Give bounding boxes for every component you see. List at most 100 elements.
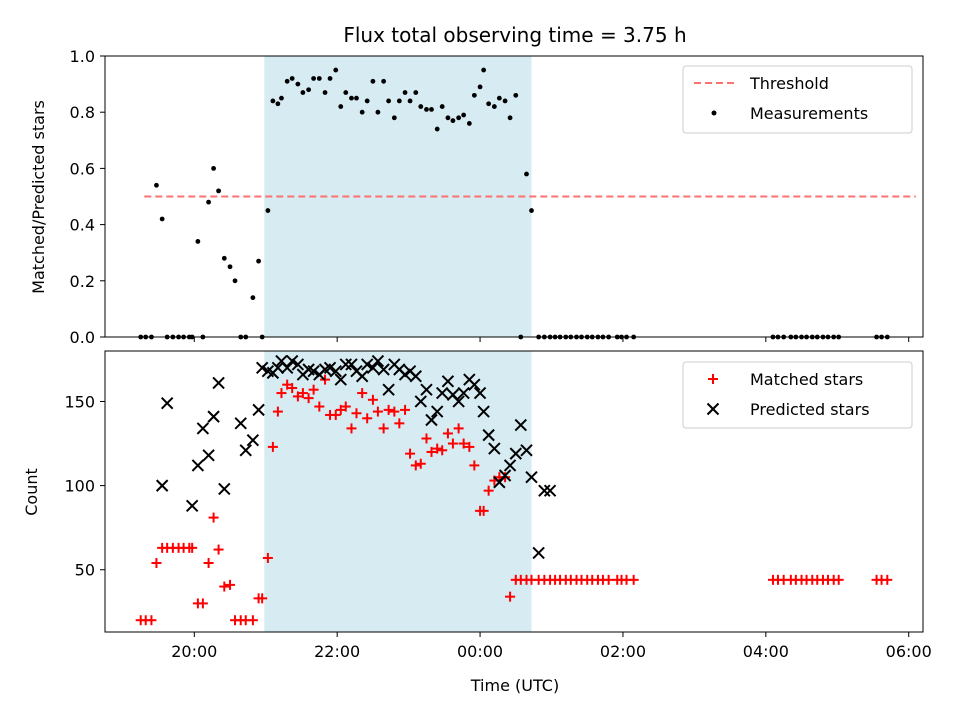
matched-star-point <box>453 423 464 434</box>
measurement-point <box>461 112 467 118</box>
measurement-point <box>418 104 424 109</box>
y-tick-label: 150 <box>64 392 95 411</box>
predicted-star-point <box>498 469 512 482</box>
matched-star-point <box>187 542 198 553</box>
predicted-star-point <box>252 403 265 417</box>
measurement-point <box>250 295 256 301</box>
matched-star-point <box>415 458 426 469</box>
x-axis-label: Time (UTC) <box>470 676 559 695</box>
measurements-legend-swatch <box>711 110 717 116</box>
measurement-point <box>477 84 483 90</box>
ratio-legend: Threshold Measurements <box>682 65 913 134</box>
predicted-star-point <box>255 361 269 375</box>
predicted-star-point <box>202 449 215 462</box>
matched-star-point <box>335 404 346 415</box>
matched-star-point <box>276 388 287 399</box>
matched-star-point <box>282 379 293 390</box>
matched-star-point <box>292 391 303 402</box>
measurement-point <box>502 98 508 104</box>
matched-star-point <box>426 446 437 457</box>
measurement-point <box>413 90 419 95</box>
measurement-point <box>359 109 365 115</box>
y-tick-label: 0.2 <box>70 272 95 291</box>
matched-legend-swatch <box>708 374 718 384</box>
measurement-point <box>513 92 519 98</box>
matched-star-point <box>303 393 314 404</box>
predicted-star-point <box>430 405 444 418</box>
count-legend-box <box>682 361 913 429</box>
matched-star-point <box>405 448 416 459</box>
measurement-point <box>270 98 276 104</box>
ratio-panel-frame <box>104 55 924 338</box>
measurement-point <box>450 118 456 124</box>
matched-star-point <box>257 593 268 604</box>
measurement-point <box>386 98 392 104</box>
measurement-point <box>159 216 165 222</box>
predicted-star-point <box>538 484 551 497</box>
measurement-point <box>338 104 344 109</box>
matched-star-point <box>272 406 283 417</box>
matched-star-point <box>400 404 411 415</box>
matched-star-point <box>146 615 157 626</box>
matched-star-point <box>151 558 162 569</box>
predicted-star-point <box>191 459 205 472</box>
measurement-point <box>486 101 492 107</box>
predicted-star-point <box>345 358 358 371</box>
x-tick-label: 22:00 <box>314 642 360 661</box>
x-tick-label: 04:00 <box>743 642 789 661</box>
matched-legend-label: Matched stars <box>750 370 863 389</box>
matched-star-point <box>394 418 405 429</box>
predicted-star-point <box>543 484 557 497</box>
matched-star-point <box>262 552 273 563</box>
measurement-point <box>221 255 227 261</box>
measurement-point <box>216 188 221 194</box>
predicted-star-point <box>234 417 247 430</box>
predicted-star-point <box>468 378 481 391</box>
matched-star-point <box>362 413 373 424</box>
y-tick-label: 0.0 <box>70 328 95 347</box>
measurement-point <box>343 90 349 95</box>
predicted-star-point <box>196 422 210 435</box>
measurement-point <box>396 98 402 104</box>
measurement-point <box>311 76 317 81</box>
matched-star-point <box>372 406 383 417</box>
y-tick-label: 0.4 <box>70 216 95 235</box>
measurement-point <box>471 92 477 98</box>
predicted-star-point <box>355 370 369 383</box>
ratio-legend-box <box>682 65 913 134</box>
predicted-star-point <box>307 364 320 378</box>
ratio-y-axis-label: Matched/Predicted stars <box>29 100 48 294</box>
predicted-star-point <box>452 395 465 408</box>
predicted-star-point <box>329 364 342 378</box>
predicted-star-point <box>334 373 347 386</box>
predicted-legend-label: Predicted stars <box>750 400 870 419</box>
measurement-point <box>381 78 387 84</box>
measurement-point <box>322 90 328 95</box>
predicted-star-point <box>155 479 169 492</box>
count-y-axis-label: Count <box>22 468 41 516</box>
measurement-point <box>349 95 354 101</box>
predicted-star-point <box>425 413 438 427</box>
predicted-star-point <box>339 358 352 371</box>
matched-star-point <box>410 460 421 471</box>
measurement-point <box>391 115 397 121</box>
measurement-point <box>402 90 408 95</box>
predicted-star-point <box>477 405 490 418</box>
matched-star-point <box>383 404 394 415</box>
x-tick-label: 20:00 <box>171 642 217 661</box>
measurement-point <box>456 115 462 121</box>
predicted-star-point <box>473 386 487 400</box>
matched-star-point <box>464 441 475 452</box>
measurement-point <box>466 121 472 126</box>
count-panel: 50 100 150 20:00 22:00 00:00 02:00 04:00 06:00 C… <box>22 350 932 695</box>
predicted-star-point <box>514 418 527 432</box>
matched-star-point <box>297 388 308 399</box>
matched-star-point <box>478 505 489 516</box>
measurement-point <box>370 78 376 84</box>
measurements-legend-label: Measurements <box>750 104 868 123</box>
measurement-point <box>284 78 290 84</box>
predicted-star-point <box>280 361 294 375</box>
matched-star-point <box>346 423 357 434</box>
matched-star-point <box>357 388 368 399</box>
measurement-point <box>481 67 487 73</box>
